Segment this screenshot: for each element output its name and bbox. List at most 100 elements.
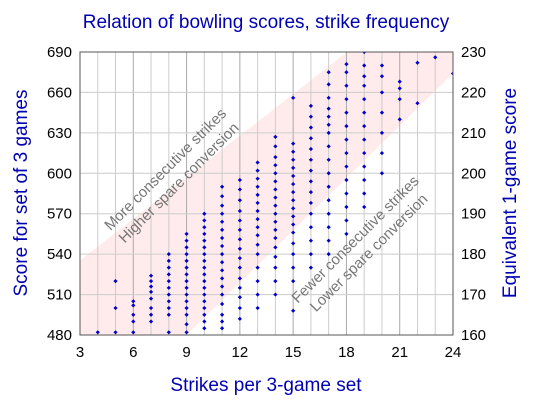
data-point	[362, 124, 367, 129]
data-point	[326, 238, 331, 243]
data-point	[291, 181, 296, 187]
data-point	[148, 278, 154, 284]
data-point	[255, 184, 260, 189]
data-point	[237, 316, 242, 321]
data-point	[344, 218, 349, 223]
x-tick-label: 21	[391, 344, 408, 361]
data-point	[397, 79, 402, 84]
x-tick-label: 9	[182, 344, 190, 361]
data-point	[219, 319, 225, 324]
data-point	[237, 295, 242, 300]
y2-tick-label: 180	[461, 246, 486, 263]
data-point	[291, 190, 296, 195]
data-point	[308, 125, 314, 130]
data-point	[291, 95, 296, 100]
data-point	[362, 83, 367, 88]
data-point	[202, 252, 207, 257]
data-point	[113, 278, 118, 284]
y2-tick-label: 220	[461, 84, 486, 101]
data-point	[131, 303, 136, 308]
data-point	[113, 330, 118, 335]
x-tick-label: 24	[445, 344, 462, 361]
data-point	[237, 187, 242, 192]
data-point	[184, 265, 189, 270]
data-point	[219, 284, 225, 289]
data-point	[273, 211, 278, 216]
data-point	[291, 278, 296, 284]
data-point	[308, 190, 314, 195]
data-point	[379, 74, 385, 79]
data-point	[237, 208, 242, 214]
y-tick-label: 690	[47, 44, 72, 61]
y2-tick-label: 190	[461, 206, 486, 223]
data-point	[202, 312, 207, 317]
data-point	[166, 292, 171, 297]
data-point	[202, 265, 207, 270]
y-tick-label: 510	[47, 287, 72, 304]
data-point	[148, 305, 154, 311]
data-point	[219, 243, 225, 249]
data-point	[344, 97, 349, 102]
data-point	[184, 272, 189, 277]
data-point	[237, 276, 242, 281]
data-point	[326, 82, 331, 87]
x-tick-label: 18	[338, 344, 355, 361]
data-point	[237, 198, 242, 203]
data-point	[415, 60, 420, 65]
y2-tick-label: 210	[461, 125, 486, 142]
data-point	[308, 103, 314, 109]
chart-title: Relation of bowling scores, strike frequ…	[83, 12, 450, 33]
y2-tick-label: 200	[461, 165, 486, 182]
data-point	[219, 301, 225, 307]
data-point	[255, 265, 260, 270]
data-point	[362, 137, 367, 142]
data-point	[308, 114, 314, 119]
data-point	[326, 211, 331, 216]
plot-frame	[79, 51, 454, 336]
data-point	[255, 160, 260, 165]
data-point	[255, 242, 260, 247]
data-point	[219, 194, 225, 199]
y-tick-label: 480	[47, 327, 72, 344]
data-point	[326, 144, 331, 149]
data-point	[362, 150, 367, 156]
data-point	[166, 258, 171, 263]
data-point	[255, 208, 260, 214]
x-tick-label: 3	[76, 344, 84, 361]
data-point	[344, 70, 349, 75]
data-point	[362, 63, 367, 68]
data-point	[326, 70, 331, 75]
data-point	[184, 245, 189, 250]
data-point	[326, 157, 331, 162]
data-point	[219, 235, 225, 241]
data-point	[202, 326, 207, 331]
y-tick-label: 570	[47, 206, 72, 223]
data-point	[362, 74, 367, 79]
data-point	[308, 211, 314, 216]
data-point	[255, 233, 260, 238]
data-point	[219, 268, 225, 273]
data-point	[291, 230, 296, 235]
data-point	[219, 260, 225, 265]
data-point	[184, 285, 189, 290]
y2-axis-ticks: 160 170 180 190 200 210 220 230	[461, 44, 486, 344]
data-point	[291, 206, 296, 211]
trend-band	[80, 52, 453, 335]
data-point	[148, 319, 154, 324]
data-point	[326, 198, 331, 203]
data-point	[344, 231, 349, 237]
data-point	[148, 289, 154, 294]
y2-axis-title: Equivalent 1-game score	[500, 88, 521, 298]
data-point	[362, 204, 367, 210]
data-point	[362, 97, 367, 102]
data-point	[273, 245, 278, 250]
data-point	[308, 265, 314, 270]
data-point	[344, 83, 349, 88]
data-point	[255, 168, 260, 173]
data-point	[219, 203, 225, 208]
data-point	[273, 235, 278, 241]
data-point	[344, 150, 349, 156]
data-point	[379, 90, 385, 95]
data-point	[202, 231, 207, 237]
data-point	[397, 97, 402, 102]
